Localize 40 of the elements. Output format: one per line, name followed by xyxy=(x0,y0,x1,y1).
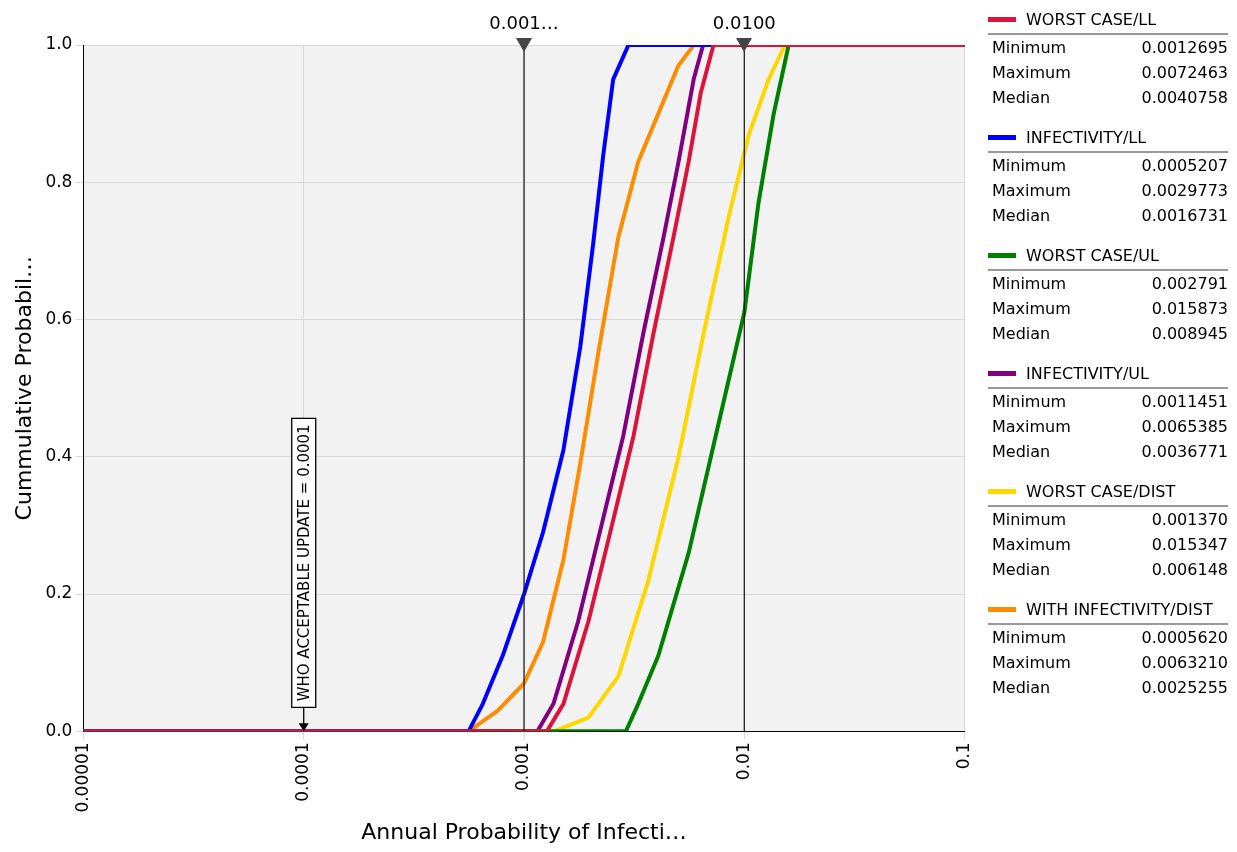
legend-label: INFECTIVITY/LL xyxy=(1026,128,1147,147)
text: Maximum 0.0063210 xyxy=(992,653,1228,672)
x-axis-title: Annual Probability of Infecti… xyxy=(361,818,687,844)
legend-label: WITH INFECTIVITY/DIST xyxy=(1026,600,1213,619)
y-tick-label: 0.4 xyxy=(45,445,73,466)
legend-label: WORST CASE/DIST xyxy=(1026,482,1176,501)
text: Minimum 0.0005207 xyxy=(992,156,1228,175)
x-tick-label: 0.001 xyxy=(512,742,533,791)
y-axis-title: Cummulative Probabil… xyxy=(10,255,36,521)
text: Median 0.0040758 xyxy=(992,88,1228,107)
text: Maximum 0.0029773 xyxy=(992,181,1228,200)
y-tick-label: 0.2 xyxy=(45,582,73,603)
text: Maximum 0.0065385 xyxy=(992,417,1228,436)
y-tick-label: 0.0 xyxy=(45,719,73,740)
legend-label: INFECTIVITY/UL xyxy=(1026,364,1149,383)
text: Median 0.0036771 xyxy=(992,442,1228,461)
y-tick-label: 0.6 xyxy=(45,307,73,328)
x-tick-label: 0.0001 xyxy=(292,742,313,802)
text: Median 0.008945 xyxy=(992,324,1228,343)
text: Maximum 0.015873 xyxy=(992,299,1228,318)
text: Minimum 0.0012695 xyxy=(992,38,1228,57)
ref-line-label: 0.0100 xyxy=(712,11,776,33)
text: Minimum 0.0011451 xyxy=(992,392,1228,411)
text: Median 0.0016731 xyxy=(992,206,1228,225)
text: Minimum 0.0005620 xyxy=(992,628,1228,647)
annotation: WHO ACCEPTABLE UPDATE = 0.0001 xyxy=(294,424,313,702)
legend-label: WORST CASE/LL xyxy=(1026,10,1157,29)
text: Median 0.0025255 xyxy=(992,678,1228,697)
text: Maximum 0.0072463 xyxy=(992,63,1228,82)
y-tick-label: 0.8 xyxy=(45,170,73,191)
text: Median 0.006148 xyxy=(992,560,1228,579)
x-tick-label: 0.01 xyxy=(732,742,753,781)
text: Minimum 0.001370 xyxy=(992,510,1228,529)
x-tick-label: 0.00001 xyxy=(71,742,92,813)
legend-label: WORST CASE/UL xyxy=(1026,246,1159,265)
text: Maximum 0.015347 xyxy=(992,535,1228,554)
y-tick-label: 1.0 xyxy=(45,33,73,54)
text: Minimum 0.002791 xyxy=(992,274,1228,293)
x-tick-label: 0.1 xyxy=(953,742,974,770)
ref-line-label: 0.001… xyxy=(489,11,559,33)
